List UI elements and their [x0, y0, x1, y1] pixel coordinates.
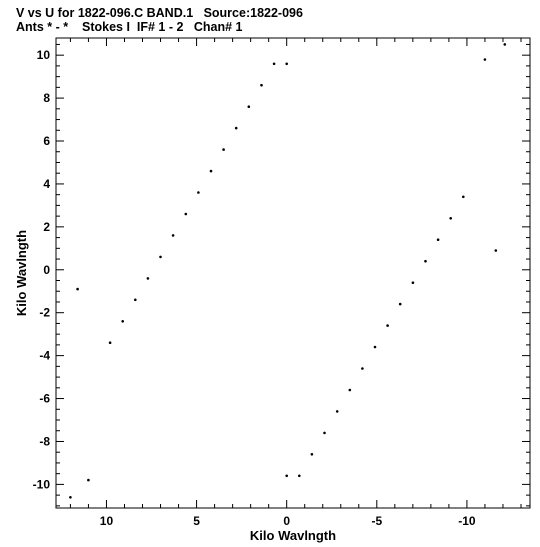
uv-point — [247, 105, 251, 108]
uv-point — [134, 298, 137, 302]
y-tick-label: -4 — [39, 349, 50, 363]
uv-point — [260, 83, 263, 87]
uv-point — [449, 217, 453, 220]
uv-point — [494, 249, 498, 252]
uv-point — [197, 191, 200, 194]
y-tick-label: 8 — [43, 91, 50, 105]
x-tick-label: -5 — [371, 514, 382, 528]
uv-point — [335, 410, 339, 413]
uv-point — [285, 474, 289, 478]
uv-point — [234, 126, 238, 130]
axis-tick-labels: 10 5 0 -5 -10 10 8 6 4 2 0 -2 -4 -6 -8 -10 — [33, 48, 476, 528]
axis-ticks — [56, 38, 530, 508]
uv-point — [373, 345, 377, 349]
uv-point — [361, 367, 364, 370]
uv-point — [285, 62, 289, 66]
uv-point — [298, 474, 301, 478]
x-axis-label: Kilo Wavlngth — [250, 528, 336, 543]
uv-point — [171, 234, 175, 237]
y-tick-label: -2 — [39, 306, 50, 320]
y-axis-label: Kilo Wavlngth — [14, 230, 29, 316]
plot-title-line-2: Ants * - * Stokes I IF# 1 - 2 Chan# 1 — [16, 20, 243, 34]
uv-point — [108, 341, 112, 345]
uv-point — [424, 259, 427, 263]
x-tick-label: -10 — [458, 514, 476, 528]
uv-point — [348, 388, 352, 392]
y-tick-label: -6 — [39, 392, 50, 406]
plot-frame — [55, 37, 531, 509]
uv-point — [272, 62, 276, 66]
data-points — [69, 43, 507, 499]
uv-point — [386, 324, 389, 327]
y-tick-label: 6 — [43, 134, 50, 148]
uv-point — [146, 277, 150, 280]
y-tick-label: 0 — [43, 263, 50, 277]
uv-point — [462, 195, 465, 199]
uv-point — [76, 287, 79, 291]
uv-point — [503, 43, 507, 46]
uv-point — [222, 148, 225, 151]
x-tick-label: 10 — [100, 514, 114, 528]
uv-point — [323, 431, 326, 435]
uv-point — [159, 255, 162, 259]
uv-point — [411, 281, 415, 285]
uv-point — [436, 238, 440, 241]
uv-point — [184, 212, 188, 216]
y-tick-label: -8 — [39, 434, 50, 448]
uv-point — [87, 478, 90, 482]
uv-point — [209, 169, 213, 173]
y-tick-label: -10 — [33, 477, 51, 491]
plot-title-line-1: V vs U for 1822-096.C BAND.1 Source:1822… — [16, 6, 303, 20]
uv-point — [483, 58, 487, 61]
uv-point — [310, 453, 314, 456]
x-tick-label: 5 — [193, 514, 200, 528]
uv-point — [398, 302, 402, 306]
y-tick-label: 10 — [37, 48, 51, 62]
y-tick-label: 2 — [43, 220, 50, 234]
uv-point — [121, 320, 124, 323]
y-tick-label: 4 — [43, 177, 50, 191]
uv-point — [69, 496, 72, 499]
x-tick-label: 0 — [283, 514, 290, 528]
